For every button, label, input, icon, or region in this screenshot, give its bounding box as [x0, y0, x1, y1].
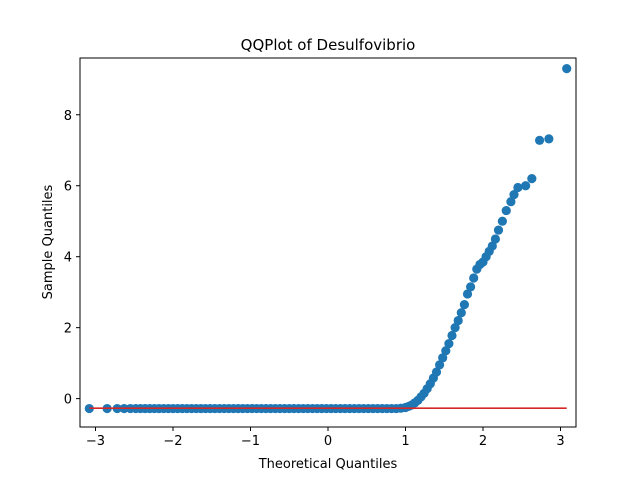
data-point: [534, 135, 545, 145]
y-tick-label: 6: [64, 180, 72, 195]
data-point: [453, 315, 463, 326]
data-point: [521, 181, 531, 191]
data-point: [431, 367, 442, 377]
x-tick-label: −2: [163, 434, 182, 449]
y-axis-ticks: 0 2 4 6 8: [64, 109, 80, 408]
data-point: [462, 289, 473, 299]
data-point: [544, 134, 554, 144]
data-point: [441, 346, 451, 356]
data-point: [487, 241, 497, 251]
data-point: [447, 330, 457, 341]
data-point: [466, 282, 476, 292]
data-point: [438, 353, 448, 363]
y-axis-label: Sample Quantiles: [41, 184, 56, 299]
x-axis-label: Theoretical Quantiles: [258, 457, 398, 472]
chart-title: QQPlot of Desulfovibrio: [241, 36, 416, 54]
x-axis-ticks: −3 −2 −1 0 1 2 3: [86, 427, 565, 449]
y-tick-label: 0: [64, 393, 72, 408]
data-point: [497, 216, 507, 226]
data-point: [493, 225, 504, 235]
x-tick-label: 0: [324, 434, 332, 449]
x-tick-label: 1: [401, 434, 409, 449]
plot-area: [84, 64, 572, 414]
data-point: [459, 299, 469, 310]
data-point: [513, 182, 523, 193]
x-tick-label: −1: [241, 434, 260, 449]
x-tick-label: −3: [86, 434, 105, 449]
data-point: [435, 360, 445, 370]
data-point: [456, 308, 466, 318]
data-point: [450, 323, 460, 333]
x-tick-label: 3: [556, 434, 564, 449]
data-point: [509, 190, 519, 200]
y-tick-label: 2: [64, 322, 72, 337]
data-point: [506, 197, 516, 207]
data-point: [562, 64, 572, 74]
axes-frame: [79, 57, 577, 428]
data-point: [444, 339, 454, 349]
data-point: [469, 273, 479, 283]
y-tick-label: 4: [64, 251, 72, 266]
y-tick-label: 8: [64, 109, 72, 124]
data-point: [501, 205, 511, 216]
data-point: [490, 234, 500, 244]
data-point: [527, 174, 537, 184]
x-tick-label: 2: [479, 434, 487, 449]
